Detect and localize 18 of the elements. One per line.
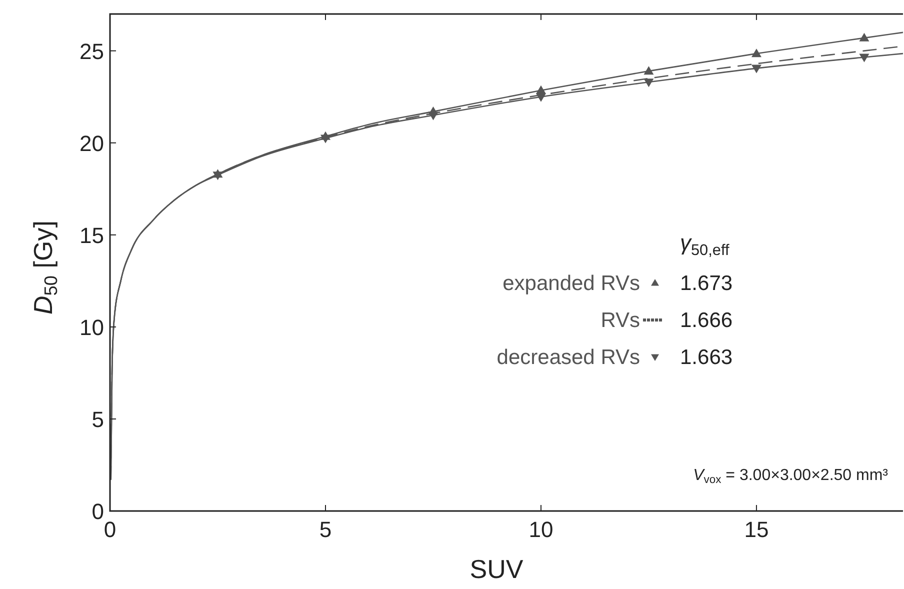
annotation: 1.663 [680, 346, 733, 369]
x-tick-label: 10 [528, 517, 554, 542]
annotation: 1.666 [680, 309, 733, 332]
annotation: V$_{vox}$ = 3.00×3.00×2.50 mm³ [693, 467, 889, 486]
x-tick-label: 15 [744, 517, 769, 542]
y-tick-label: 5 [92, 406, 104, 432]
annotation: 1.673 [680, 272, 733, 295]
y-tick-label: 10 [80, 314, 104, 340]
legend-title: γ$_{50,eff}$ [680, 230, 730, 258]
y-tick-label: 20 [80, 130, 104, 156]
x-tick-label: 5 [319, 517, 332, 542]
legend-label: RVs [600, 309, 640, 332]
x-axis-title: SUV [470, 554, 524, 584]
y-tick-label: 25 [80, 38, 104, 64]
y-tick-label: 0 [92, 499, 104, 524]
legend-label: decreased RVs [496, 346, 640, 369]
legend-label: expanded RVs [502, 272, 640, 295]
y-tick-label: 15 [80, 222, 104, 248]
